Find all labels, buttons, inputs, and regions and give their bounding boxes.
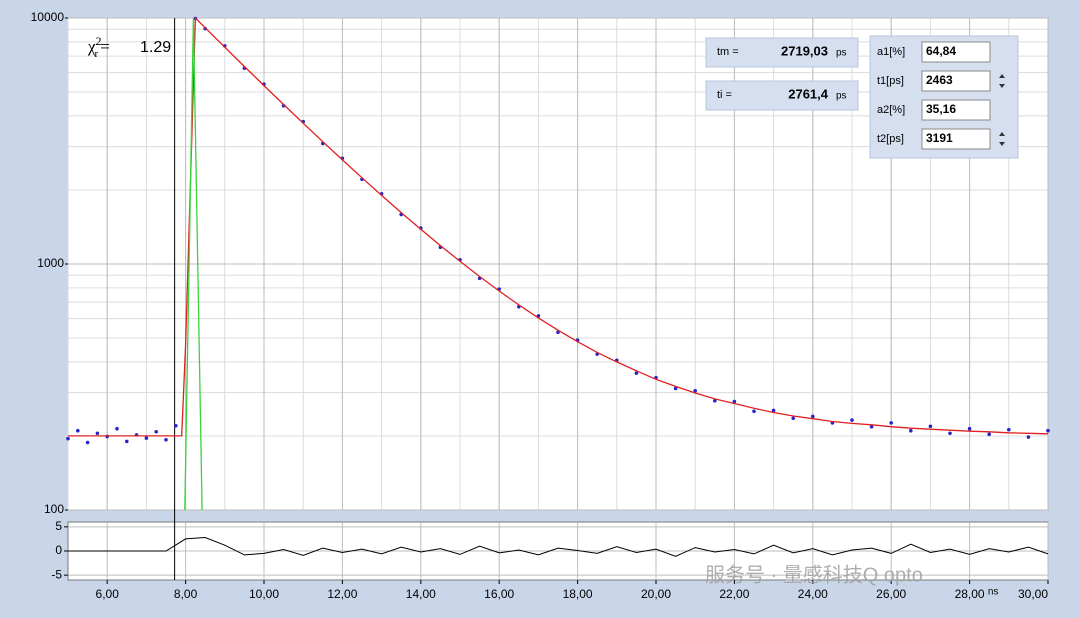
data-point bbox=[115, 426, 119, 431]
data-point bbox=[164, 437, 168, 442]
result-box bbox=[705, 37, 859, 68]
data-point bbox=[66, 436, 70, 441]
result-value: 2761,4 bbox=[788, 86, 829, 101]
data-point bbox=[811, 414, 815, 419]
series-line bbox=[184, 17, 203, 511]
y-tick-label: -5 bbox=[51, 567, 62, 581]
x-tick-label: 6,00 bbox=[96, 587, 120, 601]
y-tick-label: 100 bbox=[44, 502, 64, 516]
x-tick-label: 16,00 bbox=[484, 587, 514, 601]
data-point bbox=[693, 389, 697, 393]
data-point bbox=[1007, 427, 1011, 432]
data-point bbox=[889, 421, 893, 425]
watermark: 服务号 · 量感科技Q opto bbox=[705, 563, 923, 586]
y-tick-label: 10000 bbox=[31, 10, 65, 24]
data-point bbox=[125, 439, 129, 444]
x-tick-label: 22,00 bbox=[719, 587, 749, 601]
x-axis-label: ns bbox=[988, 587, 999, 598]
result-box bbox=[705, 80, 859, 111]
data-point bbox=[634, 371, 639, 375]
data-point bbox=[95, 431, 100, 436]
field-label: t1[ps] bbox=[877, 75, 904, 87]
data-point bbox=[791, 416, 795, 421]
field-value: 35,16 bbox=[926, 102, 956, 116]
data-point bbox=[752, 409, 756, 414]
data-point bbox=[967, 426, 972, 431]
chi-value: 1.29 bbox=[140, 39, 171, 56]
field-value: 64,84 bbox=[926, 44, 956, 58]
data-point bbox=[154, 429, 158, 434]
field-input bbox=[921, 128, 991, 150]
x-tick-label: 24,00 bbox=[798, 587, 828, 601]
field-label: a2[%] bbox=[877, 104, 905, 116]
data-point bbox=[1026, 435, 1031, 439]
x-tick-label: 28,00 bbox=[955, 587, 985, 601]
x-tick-label: 10,00 bbox=[249, 587, 279, 601]
chi-superscript: 2 bbox=[96, 34, 102, 48]
y-tick-label: 0 bbox=[55, 543, 62, 557]
field-input bbox=[921, 41, 991, 63]
result-label: tm = bbox=[717, 46, 739, 58]
spinner bbox=[999, 74, 1005, 88]
x-tick-label: 30,00 bbox=[1018, 587, 1048, 601]
data-point bbox=[771, 408, 776, 413]
chi-subscript: r bbox=[95, 48, 99, 60]
x-tick-label: 8,00 bbox=[174, 587, 198, 601]
chi-symbol: χ bbox=[87, 37, 96, 56]
field-value: 2463 bbox=[926, 73, 953, 87]
field-input bbox=[921, 70, 991, 92]
data-point bbox=[713, 398, 717, 403]
result-unit: ps bbox=[836, 91, 847, 102]
y-tick-label: 5 bbox=[55, 519, 62, 533]
field-value: 3191 bbox=[926, 131, 953, 145]
series-line bbox=[68, 536, 1049, 557]
result-value: 2719,03 bbox=[781, 43, 828, 58]
series-line bbox=[68, 16, 1049, 437]
field-label: t2[ps] bbox=[877, 133, 904, 145]
chi-square-label: χ2 r = bbox=[87, 34, 110, 60]
result-label: ti = bbox=[717, 89, 732, 101]
data-point bbox=[909, 428, 913, 433]
data-point bbox=[869, 424, 874, 429]
data-point bbox=[987, 432, 991, 437]
field-input bbox=[921, 99, 991, 121]
data-point bbox=[144, 436, 149, 440]
x-tick-label: 12,00 bbox=[327, 587, 357, 601]
x-tick-label: 18,00 bbox=[563, 587, 593, 601]
data-point bbox=[850, 418, 854, 422]
x-tick-label: 14,00 bbox=[406, 587, 436, 601]
y-tick-label: 1000 bbox=[37, 256, 64, 270]
x-tick-label: 26,00 bbox=[876, 587, 906, 601]
data-point bbox=[673, 386, 678, 391]
data-point bbox=[928, 424, 933, 429]
chi-equals: = bbox=[100, 37, 110, 56]
x-tick-label: 20,00 bbox=[641, 587, 671, 601]
result-unit: ps bbox=[836, 48, 847, 59]
data-point bbox=[76, 428, 80, 433]
data-point bbox=[85, 440, 90, 445]
data-point bbox=[174, 423, 178, 428]
data-point bbox=[732, 399, 737, 404]
data-point bbox=[948, 431, 952, 436]
data-point bbox=[1046, 428, 1050, 433]
field-label: a1[%] bbox=[877, 46, 905, 58]
spinner bbox=[999, 132, 1005, 146]
